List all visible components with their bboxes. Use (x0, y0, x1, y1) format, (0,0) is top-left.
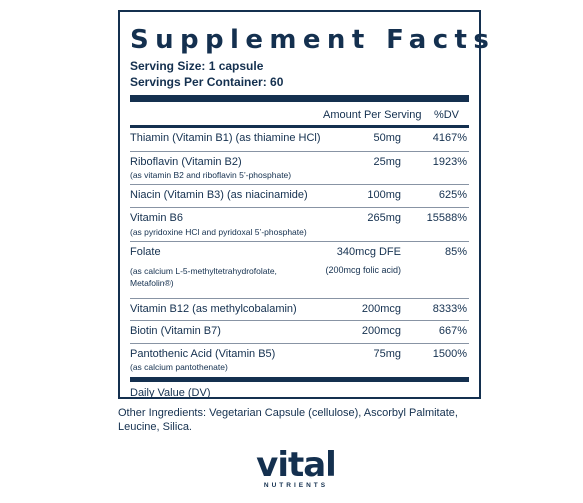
nutrient-name: Niacin (Vitamin B3) (as niacinamide) (130, 189, 308, 201)
nutrient-amount: 100mg (367, 189, 401, 201)
nutrient-amount: 200mcg (361, 325, 401, 337)
nutrient-row-thiamin: Thiamin (Vitamin B1) (as thiamine HCl) 5… (130, 128, 469, 152)
column-dv-label: %DV (433, 109, 459, 121)
nutrient-row-vitamin-b12: Vitamin B12 (as methylcobalamin) 200mcg … (130, 299, 469, 321)
nutrient-amount: 265mg (367, 212, 401, 224)
nutrient-name: Vitamin B6 (130, 212, 183, 224)
nutrient-name: Riboflavin (Vitamin B2) (130, 156, 242, 168)
supplement-facts-panel: Supplement Facts Serving Size: 1 capsule… (118, 10, 496, 399)
nutrient-dv: 15588% (426, 212, 467, 224)
nutrient-name: Biotin (Vitamin B7) (130, 325, 221, 337)
nutrient-name: Thiamin (Vitamin B1) (as thiamine HCl) (130, 132, 321, 144)
nutrient-row-pantothenic-acid: Pantothenic Acid (Vitamin B5) (as calciu… (130, 344, 469, 377)
nutrient-source: (as calcium pantothenate) (130, 362, 228, 372)
nutrient-row-niacin: Niacin (Vitamin B3) (as niacinamide) 100… (130, 185, 469, 208)
nutrient-name: Vitamin B12 (as methylcobalamin) (130, 303, 297, 315)
nutrient-dv: 1500% (432, 348, 467, 360)
other-ingredients: Other Ingredients: Vegetarian Capsule (c… (118, 407, 458, 433)
daily-value-footnote: Daily Value (DV) (130, 387, 211, 399)
nutrient-name: Folate (130, 246, 161, 258)
nutrient-source: (as pyridoxine HCl and pyridoxal 5’-phos… (130, 227, 307, 237)
nutrient-dv: 8333% (432, 303, 467, 315)
nutrient-row-riboflavin: Riboflavin (Vitamin B2) (as vitamin B2 a… (130, 152, 469, 185)
brand-wordmark: vital (256, 445, 337, 485)
nutrient-amount: 25mg (373, 156, 401, 168)
nutrient-source-line2: Metafolin®) (130, 278, 174, 288)
nutrient-row-biotin: Biotin (Vitamin B7) 200mcg 667% (130, 321, 469, 344)
nutrient-dv: 667% (438, 325, 467, 337)
nutrient-source: (as calcium L-5-methyltetrahydrofolate, (130, 266, 277, 276)
nutrient-dv: 625% (438, 189, 467, 201)
column-amount-label: Amount Per Serving (323, 109, 422, 121)
panel-title: Supplement Facts (130, 25, 496, 55)
nutrient-amount: 75mg (373, 348, 401, 360)
thick-divider (130, 95, 469, 102)
bottom-divider (130, 377, 469, 382)
nutrient-name: Pantothenic Acid (Vitamin B5) (130, 348, 276, 360)
nutrient-dv: 85% (444, 246, 467, 258)
column-header: Amount Per Serving %DV (130, 102, 469, 128)
serving-size: Serving Size: 1 capsule (130, 59, 264, 73)
nutrient-dv: 1923% (432, 156, 467, 168)
nutrient-amount: 50mg (373, 132, 401, 144)
nutrient-amount: 340mcg DFE (336, 246, 401, 258)
brand-logo: vital NUTRIENTS (246, 448, 346, 490)
servings-per-container: Servings Per Container: 60 (130, 75, 284, 89)
brand-tagline: NUTRIENTS (263, 482, 329, 489)
nutrient-dv: 4167% (432, 132, 467, 144)
nutrient-row-folate: Folate (as calcium L-5-methyltetrahydrof… (130, 242, 469, 299)
nutrient-row-vitamin-b6: Vitamin B6 (as pyridoxine HCl and pyrido… (130, 208, 469, 242)
nutrient-amount: 200mcg (361, 303, 401, 315)
nutrient-source: (as vitamin B2 and riboflavin 5’-phospha… (130, 170, 292, 180)
nutrient-amount-note: (200mcg folic acid) (325, 265, 401, 275)
